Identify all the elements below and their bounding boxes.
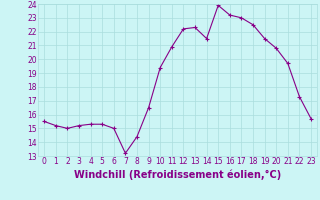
X-axis label: Windchill (Refroidissement éolien,°C): Windchill (Refroidissement éolien,°C) [74, 169, 281, 180]
